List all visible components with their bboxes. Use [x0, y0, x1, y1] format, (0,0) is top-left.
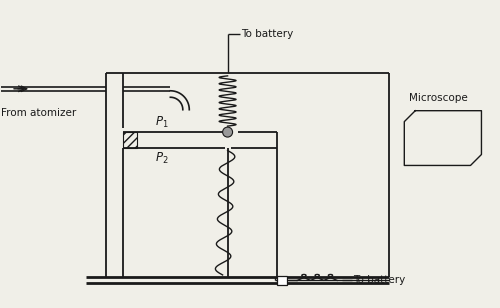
Text: $P_2$: $P_2$	[156, 151, 169, 166]
Text: To battery: To battery	[353, 275, 406, 286]
Text: From atomizer: From atomizer	[1, 108, 76, 118]
Text: Microscope: Microscope	[410, 93, 468, 103]
Bar	[278, 277, 287, 286]
Text: $P_1$: $P_1$	[156, 115, 169, 130]
Text: To battery: To battery	[242, 29, 294, 38]
Bar	[123, 132, 136, 148]
Circle shape	[222, 127, 232, 137]
